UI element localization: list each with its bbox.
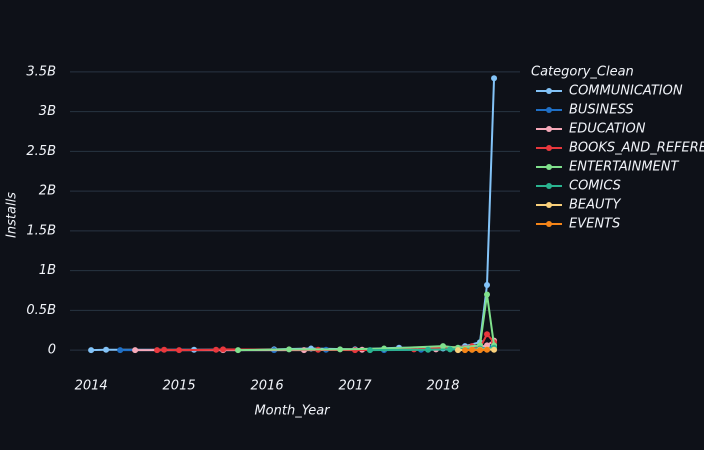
y-axis-title: Installs [5,192,20,238]
legend-title: Category_Clean [531,65,634,80]
data-point [213,346,220,353]
legend-marker [546,202,552,208]
legend-marker [546,164,552,170]
data-point [484,346,491,353]
data-point [491,75,498,82]
data-point [491,346,498,353]
series-line [91,78,496,352]
legend-label: EDUCATION [569,122,646,137]
x-axis-title: Month_Year [254,404,331,419]
series-line [238,294,496,352]
data-point [484,331,491,338]
legend-label: BEAUTY [569,198,621,213]
data-point [425,346,432,353]
y-tick-label: 3.5B [26,64,56,79]
legend-marker [546,183,552,189]
legend-marker [546,107,552,113]
data-point [484,291,491,298]
y-tick-label: 3B [39,104,56,119]
plot-area: 0 0.5B 1B 1.5B 2B 2.5B 3B 3.5B 2014 2015 2016 2017 2… [26,64,520,394]
x-tick-label: 2016 [251,379,284,394]
x-tick-label: 2017 [338,379,372,394]
data-point [476,347,483,354]
data-point [484,281,491,288]
y-tick-label: 2.5B [26,144,56,159]
legend-label: BOOKS_AND_REFERENCE [569,141,704,156]
y-tick-label: 1B [39,263,56,278]
legend-label: ENTERTAINMENT [569,160,679,175]
legend-label: BUSINESS [569,103,634,118]
data-point [176,347,183,354]
legend-marker [546,126,552,132]
legend: COMMUNICATION BUSINESS EDUCATION BOOKS_AND_… [536,84,704,232]
y-tick-label: 0.5B [26,303,56,318]
data-point [88,347,95,354]
y-tick-label: 1.5B [26,223,56,238]
data-point [454,347,461,354]
data-point [161,346,168,353]
legend-marker [546,221,552,227]
data-point [117,347,124,354]
data-point [220,346,227,353]
x-tick-label: 2018 [426,379,459,394]
data-point [447,346,454,353]
data-point [337,346,344,353]
data-point [462,347,469,354]
y-tick-label: 2B [39,184,56,199]
data-point [469,346,476,353]
legend-label: COMICS [569,179,621,194]
data-point [367,347,373,354]
data-point [154,347,161,354]
data-point [132,347,139,354]
data-point [235,347,242,354]
legend-label: EVENTS [569,217,620,232]
data-point [103,346,110,353]
legend-marker [546,88,552,94]
y-tick-label: 0 [48,343,56,358]
legend-label: COMMUNICATION [569,84,683,99]
data-point [286,346,293,353]
data-point [440,343,447,350]
x-tick-label: 2014 [75,379,108,394]
legend-marker [546,145,552,151]
x-tick-label: 2015 [163,379,196,394]
